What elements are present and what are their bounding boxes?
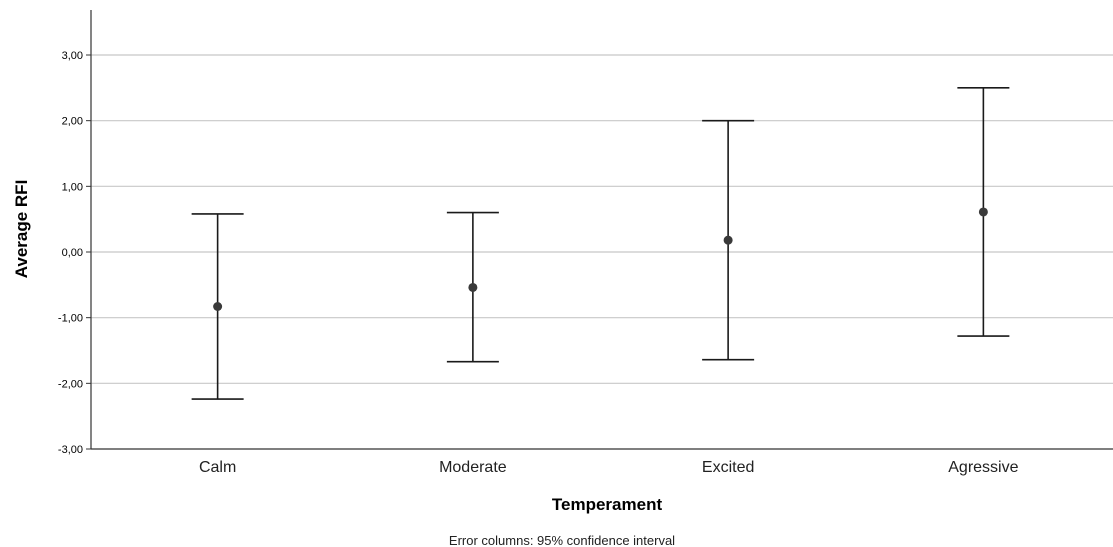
mean-point — [213, 302, 223, 312]
x-tick-label: Calm — [199, 459, 236, 476]
mean-point — [468, 282, 478, 292]
x-tick-label: Excited — [702, 459, 754, 476]
footnote: Error columns: 95% confidence interval — [449, 533, 675, 547]
y-axis-title: Average RFI — [12, 180, 31, 279]
y-tick-label: -1,00 — [58, 313, 83, 325]
gridlines — [91, 54, 1113, 384]
y-tick-label: -3,00 — [58, 444, 83, 456]
y-tick-label: -2,00 — [58, 378, 83, 390]
mean-point — [723, 235, 733, 245]
y-tick-labels: -3,00 -2,00 -1,00 0,00 1,00 2,00 3,00 — [58, 50, 91, 456]
y-tick-label: 1,00 — [62, 181, 83, 193]
y-tick-label: 2,00 — [62, 116, 83, 128]
error-bars — [191, 87, 1010, 400]
mean-point — [978, 207, 988, 217]
x-tick-label: Moderate — [439, 459, 507, 476]
axes — [90, 10, 1113, 450]
y-tick-label: 0,00 — [62, 247, 83, 259]
y-tick-label: 3,00 — [62, 50, 83, 62]
x-tick-label: Agressive — [948, 459, 1018, 476]
x-tick-labels: Calm Moderate Excited Agressive — [199, 459, 1019, 476]
x-axis-title: Temperament — [552, 495, 663, 514]
